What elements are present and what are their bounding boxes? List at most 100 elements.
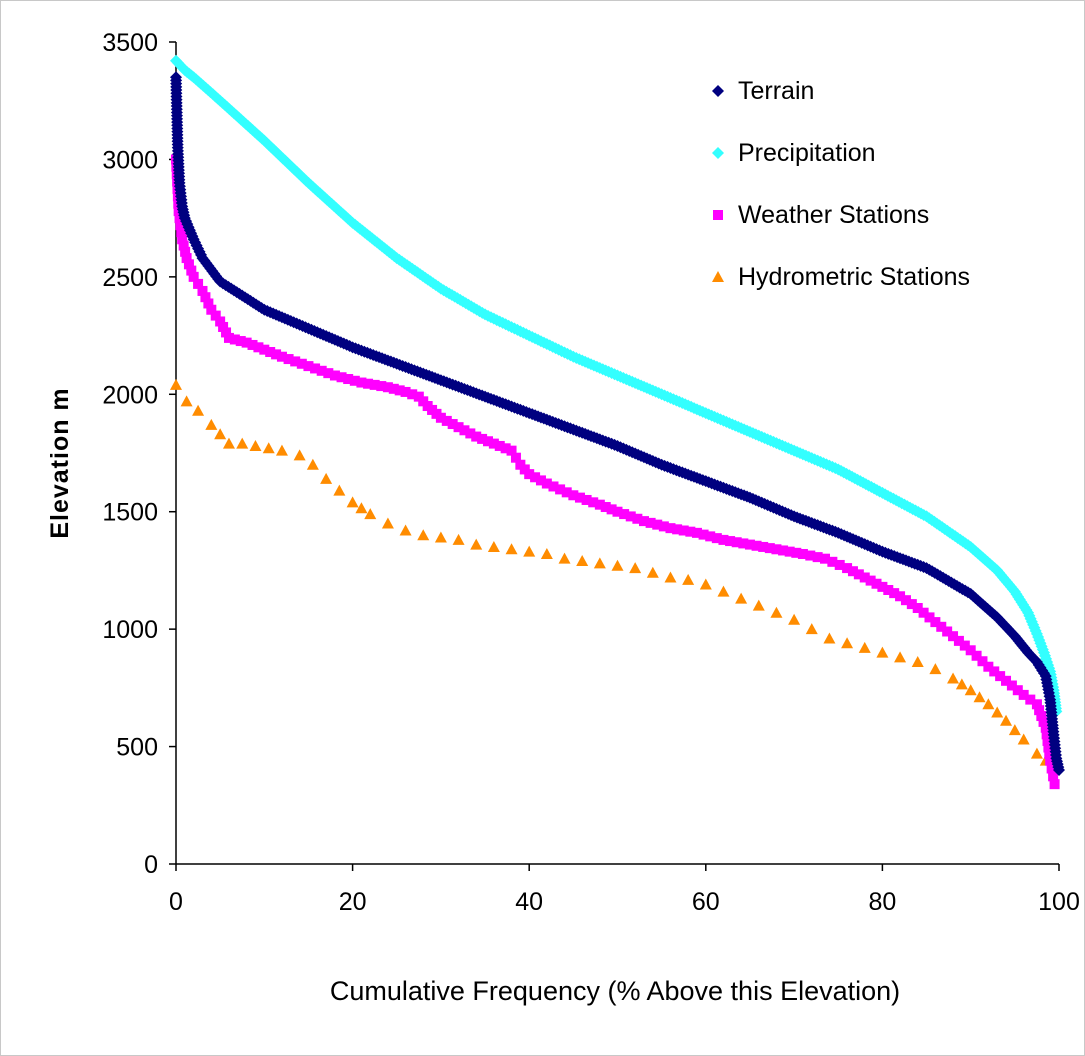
point-weather-stations [924, 612, 935, 623]
point-hydrometric-stations [991, 706, 1004, 718]
point-hydrometric-stations [540, 547, 553, 559]
point-weather-stations [877, 581, 888, 592]
point-weather-stations [247, 339, 258, 350]
point-weather-stations [343, 374, 354, 385]
point-hydrometric-stations [333, 484, 346, 496]
point-hydrometric-stations [717, 585, 730, 597]
point-hydrometric-stations [417, 529, 430, 541]
point-weather-stations [691, 527, 702, 538]
point-weather-stations [1001, 675, 1012, 686]
point-weather-stations [376, 381, 387, 392]
x-ticks: 0 20 40 60 80 100 [169, 864, 1080, 916]
point-weather-stations [685, 526, 696, 537]
point-hydrometric-stations [236, 437, 249, 449]
point-weather-stations [965, 645, 976, 656]
point-weather-stations [223, 332, 234, 343]
legend-marker-hydrometric-stations [712, 271, 724, 282]
point-hydrometric-stations [682, 573, 695, 585]
point-weather-stations [235, 336, 246, 347]
point-weather-stations [215, 316, 226, 327]
point-hydrometric-stations [841, 637, 854, 649]
point-weather-stations [323, 368, 334, 379]
legend: Terrain Precipitation Weather Stations Hydr… [712, 77, 970, 291]
point-weather-stations [363, 378, 374, 389]
point-weather-stations [889, 588, 900, 599]
point-weather-stations [188, 271, 199, 282]
point-weather-stations [983, 661, 994, 672]
y-tick-label: 500 [116, 734, 158, 762]
point-weather-stations [183, 259, 194, 270]
point-weather-stations [568, 490, 579, 501]
y-tick-label: 3000 [102, 146, 158, 174]
point-weather-stations [1043, 742, 1054, 753]
point-weather-stations [407, 389, 418, 400]
point-weather-stations [725, 536, 736, 547]
point-weather-stations [329, 370, 340, 381]
point-weather-stations [394, 385, 405, 396]
point-weather-stations [1045, 755, 1056, 766]
point-weather-stations [1038, 716, 1049, 727]
point-weather-stations [1040, 722, 1051, 733]
x-tick-label: 20 [339, 888, 367, 916]
point-weather-stations [638, 516, 649, 527]
point-weather-stations [510, 452, 521, 463]
point-weather-stations [948, 631, 959, 642]
x-tick-label: 40 [515, 888, 543, 916]
point-hydrometric-stations [955, 678, 968, 690]
point-weather-stations [541, 478, 552, 489]
point-weather-stations [705, 531, 716, 542]
point-weather-stations [900, 595, 911, 606]
point-weather-stations [530, 472, 541, 483]
point-hydrometric-stations [982, 698, 995, 710]
point-hydrometric-stations [399, 524, 412, 536]
point-weather-stations [971, 650, 982, 661]
point-weather-stations [1049, 779, 1060, 790]
point-hydrometric-stations [452, 533, 465, 545]
point-terrain [1053, 764, 1065, 777]
series-terrain [170, 71, 1065, 777]
point-weather-stations [1006, 680, 1017, 691]
point-weather-stations [1044, 749, 1055, 760]
point-weather-stations [834, 559, 845, 570]
point-weather-stations [594, 499, 605, 510]
point-weather-stations [197, 285, 208, 296]
point-weather-stations [784, 546, 795, 557]
point-weather-stations [388, 383, 399, 394]
point-weather-stations [276, 351, 287, 362]
y-axis-title: Elevation m [46, 387, 74, 538]
point-hydrometric-stations [699, 578, 712, 590]
point-weather-stations [619, 509, 630, 520]
legend-label-weather-stations: Weather Stations [738, 201, 929, 229]
point-weather-stations [447, 419, 458, 430]
point-weather-stations [290, 356, 301, 367]
point-weather-stations [488, 438, 499, 449]
point-hydrometric-stations [1017, 733, 1030, 745]
point-weather-stations [731, 537, 742, 548]
point-weather-stations [477, 433, 488, 444]
point-weather-stations [555, 484, 566, 495]
point-weather-stations [200, 292, 211, 303]
point-weather-stations [453, 422, 464, 433]
point-hydrometric-stations [911, 656, 924, 668]
y-tick-label: 1500 [102, 499, 158, 527]
point-hydrometric-stations [505, 543, 518, 555]
legend-label-hydrometric-stations: Hydrometric Stations [738, 263, 970, 291]
point-weather-stations [203, 298, 214, 309]
point-weather-stations [369, 379, 380, 390]
point-weather-stations [465, 428, 476, 439]
point-hydrometric-stations [593, 557, 606, 569]
point-weather-stations [1036, 711, 1047, 722]
point-hydrometric-stations [320, 472, 333, 484]
point-hydrometric-stations [752, 599, 765, 611]
point-weather-stations [665, 523, 676, 534]
point-weather-stations [711, 533, 722, 544]
point-weather-stations [859, 572, 870, 583]
point-weather-stations [561, 487, 572, 498]
point-weather-stations [942, 626, 953, 637]
point-weather-stations [606, 504, 617, 515]
point-weather-stations [206, 304, 217, 315]
point-weather-stations [612, 506, 623, 517]
point-weather-stations [805, 550, 816, 561]
point-weather-stations [912, 603, 923, 614]
point-weather-stations [678, 525, 689, 536]
